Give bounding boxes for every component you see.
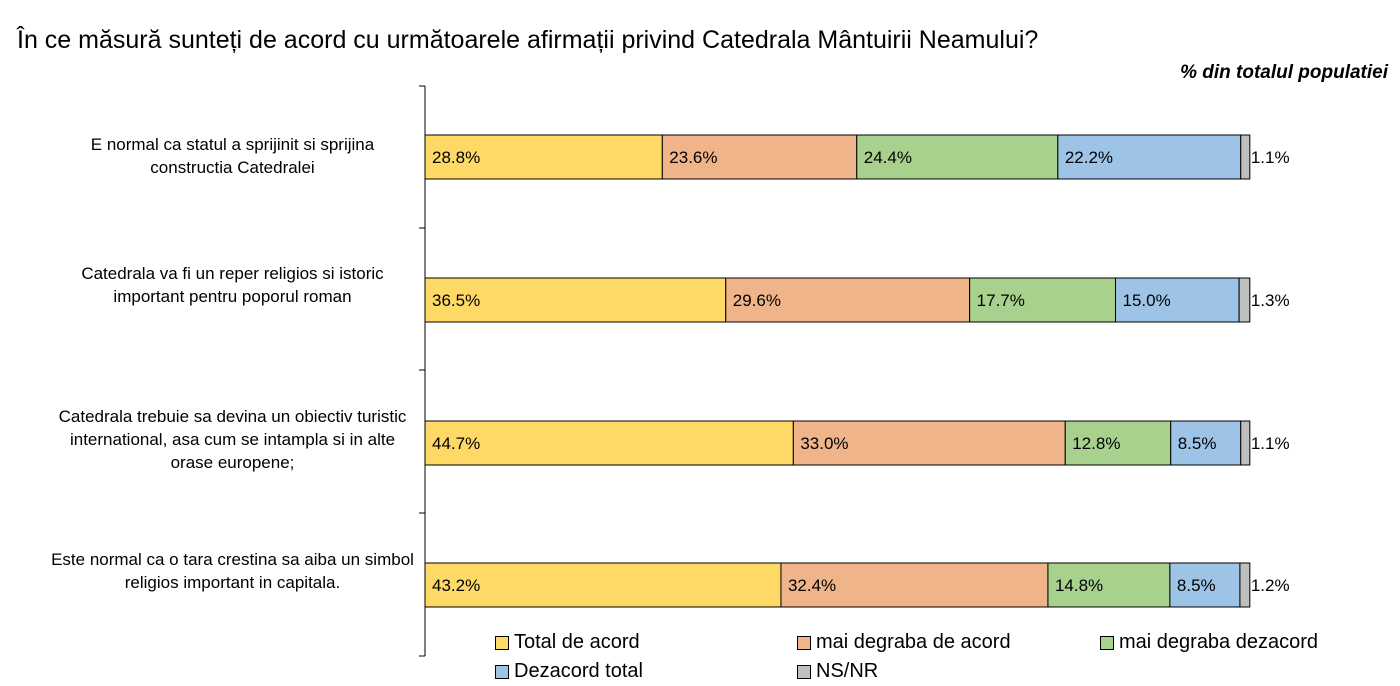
data-label: 17.7% — [977, 291, 1025, 310]
legend-label: Dezacord total — [514, 660, 643, 682]
bar-segment — [792, 420, 1066, 466]
data-label: 44.7% — [432, 434, 480, 453]
data-label: 22.2% — [1065, 148, 1113, 167]
legend: Total de acord mai degraba de acord mai … — [495, 628, 1395, 682]
category-label-4: Este normal ca o tara crestina sa aiba u… — [51, 550, 414, 592]
data-label: 12.8% — [1072, 434, 1120, 453]
bar-segment — [1057, 134, 1242, 180]
legend-label: Total de acord — [514, 631, 640, 653]
category-label-2: Catedrala va fi un reper religios si ist… — [81, 264, 384, 306]
bar-segment — [1240, 420, 1251, 466]
data-label: 1.1% — [1251, 434, 1290, 453]
bar-segment — [1239, 562, 1251, 608]
legend-label: mai degraba de acord — [816, 631, 1011, 653]
data-label: 8.5% — [1178, 434, 1217, 453]
data-label: 29.6% — [733, 291, 781, 310]
chart-title: În ce măsură sunteți de acord cu următoa… — [17, 26, 1039, 54]
legend-label: NS/NR — [816, 660, 879, 682]
legend-item-mai-degraba-de-acord: mai degraba de acord — [797, 628, 1011, 657]
legend-swatch — [495, 635, 509, 650]
bar-segment — [780, 562, 1049, 608]
bar-segment — [424, 420, 794, 466]
legend-item-total-de-acord: Total de acord — [495, 628, 640, 657]
data-label: 24.4% — [864, 148, 912, 167]
data-label: 32.4% — [788, 576, 836, 595]
bar-segment — [1169, 562, 1241, 608]
bar-segment — [424, 134, 663, 180]
legend-swatch — [495, 664, 509, 679]
data-label: 36.5% — [432, 291, 480, 310]
legend-item-ns-nr: NS/NR — [797, 657, 878, 686]
legend-swatch — [797, 635, 811, 650]
chart-subtitle: % din totalul populatiei — [1180, 62, 1388, 83]
category-label-1: E normal ca statul a sprijinit si spriji… — [90, 135, 375, 177]
data-label: 15.0% — [1123, 291, 1171, 310]
data-label: 28.8% — [432, 148, 480, 167]
legend-label: mai degraba dezacord — [1119, 631, 1319, 653]
data-label: 1.1% — [1251, 148, 1290, 167]
data-label: 43.2% — [432, 576, 480, 595]
data-label: 1.2% — [1251, 576, 1290, 595]
bar-segment — [424, 277, 727, 323]
bar-segment — [1238, 277, 1251, 323]
data-label: 23.6% — [669, 148, 717, 167]
legend-item-dezacord-total: Dezacord total — [495, 657, 643, 686]
bar-segment — [1047, 562, 1171, 608]
legend-swatch — [797, 664, 811, 679]
data-label: 33.0% — [800, 434, 848, 453]
bar-segment — [725, 277, 971, 323]
bar-segment — [969, 277, 1117, 323]
data-label: 1.3% — [1251, 291, 1290, 310]
legend-item-mai-degraba-dezacord: mai degraba dezacord — [1100, 628, 1318, 657]
bar-segment — [1115, 277, 1240, 323]
data-label: 14.8% — [1055, 576, 1103, 595]
data-label: 8.5% — [1177, 576, 1216, 595]
legend-swatch — [1100, 635, 1114, 650]
category-label-3: Catedrala trebuie sa devina un obiectiv … — [58, 407, 407, 472]
bar-segment — [1240, 134, 1251, 180]
